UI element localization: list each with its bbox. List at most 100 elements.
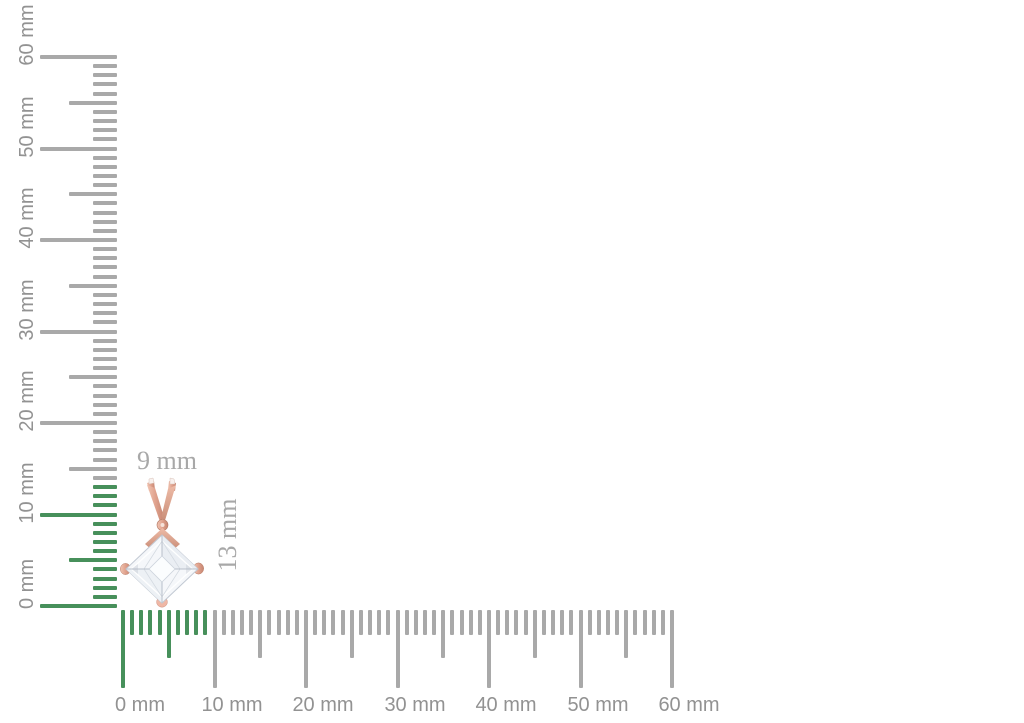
pendant-width-label: 9 mm — [137, 446, 197, 475]
h-ruler-tick-38mm — [469, 610, 473, 635]
v-ruler-tick-44mm — [93, 201, 117, 205]
h-ruler-tick-55mm — [624, 610, 628, 658]
h-ruler-label-20mm: 20 mm — [292, 694, 354, 716]
h-ruler-tick-6mm — [176, 610, 180, 635]
pendant-image — [120, 477, 204, 608]
h-ruler-tick-29mm — [386, 610, 390, 635]
v-ruler-tick-38mm — [93, 256, 117, 260]
v-ruler-tick-60mm — [40, 55, 117, 59]
v-ruler-tick-8mm — [93, 531, 117, 535]
bail-left-ear-tip — [148, 477, 155, 485]
h-ruler-tick-46mm — [542, 610, 546, 635]
h-ruler-tick-13mm — [240, 610, 244, 635]
v-ruler-tick-23mm — [93, 394, 117, 398]
v-ruler-tick-15mm — [69, 467, 117, 471]
v-ruler-label-20mm: 20 mm — [16, 370, 38, 432]
diamond-accent-left — [131, 564, 138, 574]
bail-loop-hole — [160, 523, 165, 527]
v-ruler-tick-43mm — [93, 211, 117, 215]
h-ruler-tick-7mm — [185, 610, 189, 635]
v-ruler-label-40mm: 40 mm — [16, 187, 38, 249]
diamond-facet-bl — [126, 569, 162, 603]
h-ruler-tick-17mm — [277, 610, 281, 635]
v-ruler-tick-46mm — [93, 183, 117, 187]
v-ruler-tick-30mm — [40, 330, 117, 334]
v-ruler-tick-9mm — [93, 522, 117, 526]
v-ruler-tick-47mm — [93, 174, 117, 178]
v-ruler-tick-57mm — [93, 82, 117, 86]
h-ruler-tick-59mm — [661, 610, 665, 635]
v-ruler-tick-4mm — [93, 567, 117, 571]
v-ruler-tick-3mm — [93, 577, 117, 581]
h-ruler-tick-22mm — [322, 610, 326, 635]
h-ruler-tick-56mm — [633, 610, 637, 635]
v-ruler-tick-51mm — [93, 137, 117, 141]
h-ruler-label-0mm: 0 mm — [115, 694, 165, 716]
h-ruler-tick-49mm — [569, 610, 573, 635]
h-ruler-tick-28mm — [377, 610, 381, 635]
v-ruler-tick-24mm — [93, 384, 117, 388]
v-ruler-tick-34mm — [93, 293, 117, 297]
h-ruler-tick-14mm — [249, 610, 253, 635]
v-ruler-tick-20mm — [40, 421, 117, 425]
diamond-corner-facets — [126, 535, 198, 603]
h-ruler-tick-35mm — [441, 610, 445, 658]
v-ruler-tick-17mm — [93, 448, 117, 452]
v-ruler-tick-42mm — [93, 220, 117, 224]
diamond-chevrons — [143, 540, 181, 598]
h-ruler-tick-31mm — [405, 610, 409, 635]
v-ruler-tick-10mm — [40, 513, 117, 517]
h-ruler-tick-51mm — [588, 610, 592, 635]
v-ruler-tick-58mm — [93, 73, 117, 77]
v-ruler-tick-11mm — [93, 503, 117, 507]
bail-right-arm — [161, 485, 176, 522]
v-ruler-tick-5mm — [69, 558, 117, 562]
h-ruler-tick-16mm — [267, 610, 271, 635]
h-ruler-tick-54mm — [615, 610, 619, 635]
v-ruler-tick-31mm — [93, 320, 117, 324]
v-ruler-tick-19mm — [93, 430, 117, 434]
v-ruler-tick-1mm — [93, 595, 117, 599]
h-ruler-label-30mm: 30 mm — [384, 694, 446, 716]
h-ruler-tick-57mm — [643, 610, 647, 635]
h-ruler-tick-3mm — [148, 610, 152, 635]
v-ruler-tick-28mm — [93, 348, 117, 352]
v-ruler-tick-18mm — [93, 439, 117, 443]
pendant-height-label: 13 mm — [213, 498, 242, 572]
v-ruler-label-10mm: 10 mm — [16, 462, 38, 524]
v-ruler-tick-55mm — [69, 101, 117, 105]
h-ruler-tick-47mm — [551, 610, 555, 635]
v-ruler-tick-32mm — [93, 311, 117, 315]
v-ruler-tick-53mm — [93, 119, 117, 123]
h-ruler-tick-32mm — [414, 610, 418, 635]
pendant-diamond — [125, 534, 199, 604]
v-ruler-tick-12mm — [93, 494, 117, 498]
diamond-accent-right — [186, 564, 193, 574]
h-ruler-tick-45mm — [533, 610, 537, 658]
v-ruler-label-60mm: 60 mm — [16, 4, 38, 66]
v-ruler-tick-52mm — [93, 128, 117, 132]
h-ruler-tick-36mm — [450, 610, 454, 635]
h-ruler-tick-30mm — [396, 610, 400, 688]
v-ruler-label-50mm: 50 mm — [16, 96, 38, 158]
v-ruler-label-30mm: 30 mm — [16, 279, 38, 341]
v-ruler-tick-7mm — [93, 540, 117, 544]
v-ruler-tick-2mm — [93, 586, 117, 590]
v-ruler-tick-50mm — [40, 147, 117, 151]
v-ruler-tick-26mm — [93, 366, 117, 370]
v-ruler-tick-59mm — [93, 64, 117, 68]
v-ruler-tick-41mm — [93, 229, 117, 233]
h-ruler-tick-10mm — [213, 610, 217, 688]
v-ruler-label-0mm: 0 mm — [16, 559, 38, 609]
bail-left-arm — [147, 485, 164, 523]
h-ruler-tick-2mm — [139, 610, 143, 635]
h-ruler-tick-21mm — [313, 610, 317, 635]
h-ruler-label-50mm: 50 mm — [567, 694, 629, 716]
h-ruler-tick-4mm — [158, 610, 162, 635]
v-ruler-tick-22mm — [93, 403, 117, 407]
v-ruler-tick-48mm — [93, 165, 117, 169]
h-ruler-tick-23mm — [331, 610, 335, 635]
v-ruler-tick-40mm — [40, 238, 117, 242]
diamond-facet-tr — [162, 535, 198, 569]
h-ruler-tick-58mm — [652, 610, 656, 635]
